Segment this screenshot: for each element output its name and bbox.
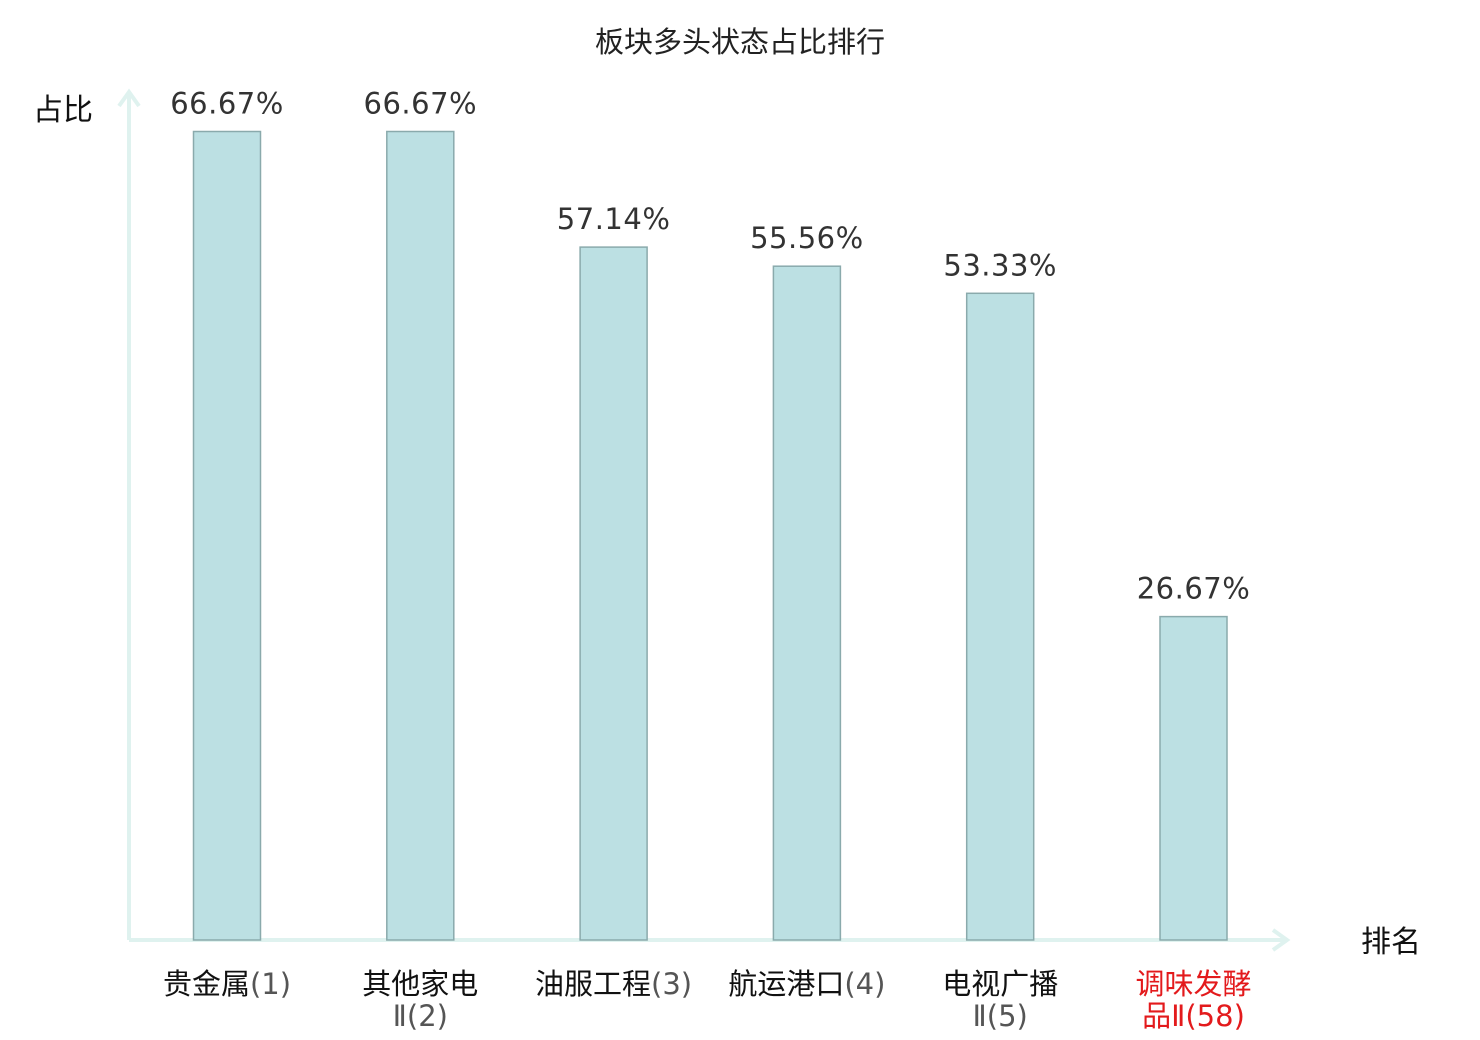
- bar-value-label: 57.14%: [557, 202, 671, 236]
- category-labels-group: 贵金属(1) 其他家电 Ⅱ(2) 油服工程(3) 航运港口(4) 电视广播 Ⅱ(5) 调味发酵…: [163, 967, 1252, 1033]
- chart-title: 板块多头状态占比排行: [595, 25, 885, 59]
- bar: [1159, 615, 1228, 941]
- x-axis: [129, 928, 1291, 952]
- bar-value-label: 55.56%: [750, 221, 864, 255]
- bar-value-label: 66.67%: [170, 87, 284, 121]
- x-axis-label: 排名: [1361, 925, 1421, 960]
- bar: [772, 265, 842, 941]
- category-label: 电视广播 Ⅱ(5): [942, 967, 1058, 1033]
- y-axis: [117, 88, 141, 940]
- x-axis-arrow: [1271, 928, 1291, 952]
- bar-value-label: 53.33%: [943, 248, 1057, 282]
- y-axis-label: 占比: [33, 93, 93, 128]
- value-labels-group: 66.67% 66.67% 57.14% 55.56% 53.33% 26.67%: [170, 87, 1250, 606]
- bar: [386, 130, 455, 941]
- bar: [965, 292, 1035, 941]
- y-axis-arrow: [117, 88, 141, 108]
- bar-value-label: 26.67%: [1137, 572, 1251, 606]
- bar: [192, 130, 262, 941]
- bar: [579, 246, 648, 941]
- category-label: 其他家电 Ⅱ(2): [362, 967, 478, 1033]
- bar-value-label: 66.67%: [364, 87, 478, 121]
- category-label: 航运港口(4): [728, 967, 885, 1001]
- category-label: 贵金属(1): [163, 967, 291, 1001]
- category-label: 调味发酵品Ⅱ(58): [1135, 967, 1251, 1033]
- category-label: 油服工程(3): [535, 967, 692, 1001]
- bars-group: [192, 130, 1228, 941]
